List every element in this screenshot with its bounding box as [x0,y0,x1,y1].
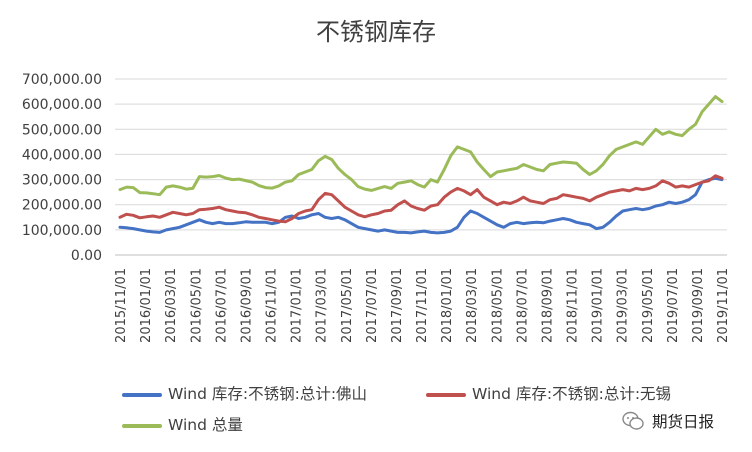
y-tick-label: 500,000.00 [22,122,102,138]
x-tick-label: 2016/03/01 [164,268,179,343]
legend-swatch-foshan [122,392,162,397]
legend-item-total: Wind 总量 [122,413,243,435]
x-tick-label: 2016/11/01 [265,268,280,343]
y-tick-label: 200,000.00 [22,198,102,214]
x-tick-label: 2016/05/01 [189,268,204,343]
x-tick-label: 2016/01/01 [139,268,154,343]
wechat-icon [622,411,644,430]
series-line-foshan [118,176,724,235]
watermark: 期货日报 [622,410,714,432]
y-tick-label: 600,000.00 [22,97,102,113]
x-tick-label: 2018/03/01 [465,268,480,343]
legend-label-total: Wind 总量 [168,416,243,434]
x-tick-label: 2017/01/01 [290,268,305,343]
y-tick-label: 0.00 [71,248,102,264]
y-tick-label: 100,000.00 [22,223,102,239]
x-tick-label: 2019/01/01 [591,268,606,343]
x-tick-label: 2019/05/01 [641,268,656,343]
x-tick-label: 2018/09/01 [540,268,555,343]
x-tick-label: 2018/05/01 [490,268,505,343]
chart-plot: 0.00 100,000.00 200,000.00 300,000.00 400,00… [22,72,731,343]
y-tick-label: 300,000.00 [22,173,102,189]
legend-swatch-total [122,423,162,428]
x-tick-label: 2019/03/01 [616,268,631,343]
x-tick-label: 2017/03/01 [315,268,330,343]
legend-label-wuxi: Wind 库存:不锈钢:总计:无锡 [472,385,672,403]
chart-title: 不锈钢库存 [316,18,436,46]
x-tick-label: 2017/09/01 [390,268,405,343]
x-tick-label: 2019/07/01 [666,268,681,343]
x-tick-label: 2015/11/01 [114,268,129,343]
x-tick-label: 2016/09/01 [239,268,254,343]
x-tick-label: 2019/11/01 [716,268,731,343]
y-tick-label: 700,000.00 [22,72,102,88]
series-line-wuxi [118,174,724,224]
y-tick-label: 400,000.00 [22,147,102,163]
legend-item-wuxi: Wind 库存:不锈钢:总计:无锡 [426,382,671,404]
x-tick-label: 2018/07/01 [515,268,530,343]
x-tick-label: 2017/05/01 [340,268,355,343]
legend-label-foshan: Wind 库存:不锈钢:总计:佛山 [168,385,368,403]
x-tick-label: 2018/01/01 [440,268,455,343]
legend-swatch-wuxi [426,392,466,397]
x-tick-label: 2016/07/01 [214,268,229,343]
x-tick-label: 2018/11/01 [566,268,581,343]
x-tick-label: 2019/09/01 [691,268,706,343]
x-tick-label: 2017/11/01 [415,268,430,343]
watermark-text: 期货日报 [652,413,715,431]
legend-item-foshan: Wind 库存:不锈钢:总计:佛山 [122,382,367,404]
x-tick-label: 2017/07/01 [365,268,380,343]
series-line-total [118,95,724,197]
